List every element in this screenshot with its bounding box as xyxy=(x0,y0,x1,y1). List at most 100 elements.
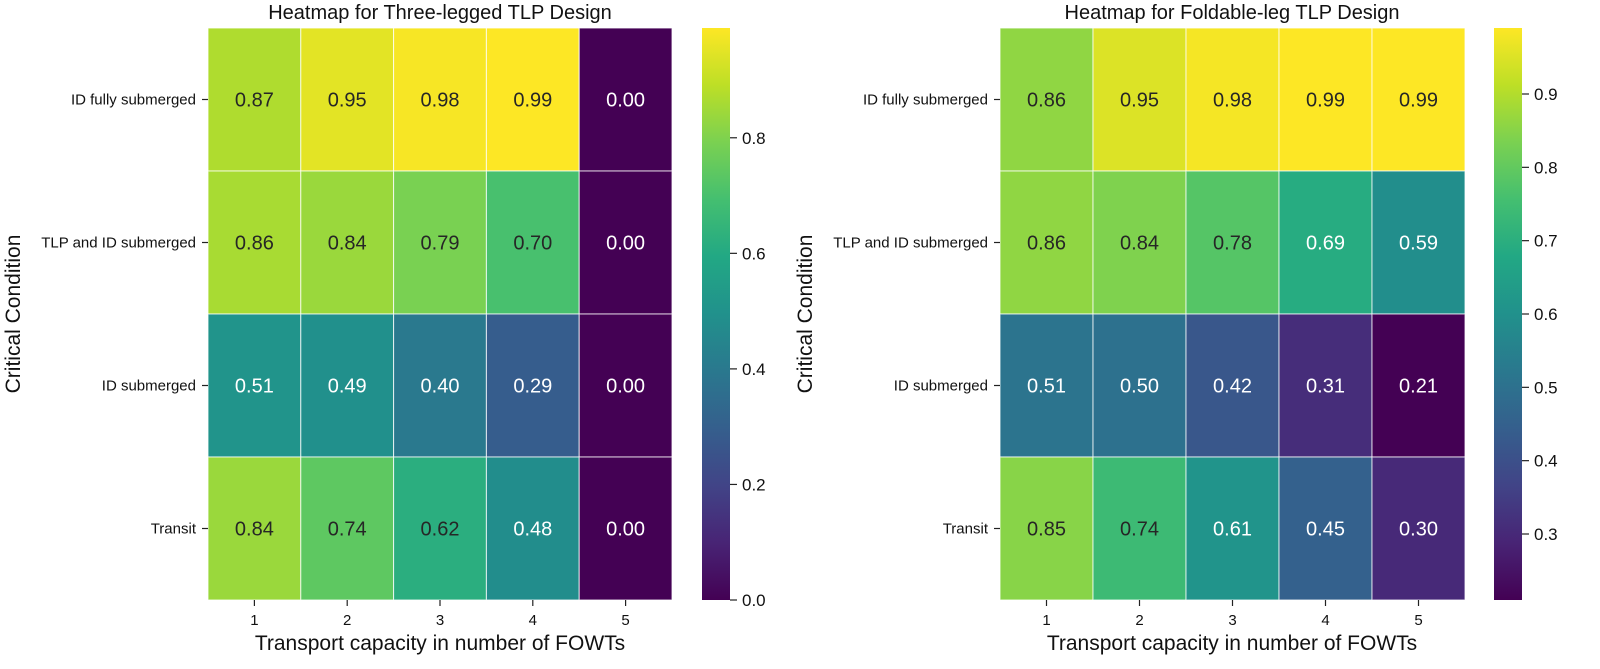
x-tick-label: 2 xyxy=(1135,612,1143,629)
heatmap-cells: 0.87 0.95 0.98 0.99 0.00 0.86 0.84 0.79 0.70 0.00… xyxy=(207,27,673,601)
cell-value-label: 0.51 xyxy=(1027,376,1066,398)
heatmap-cell xyxy=(1092,27,1187,172)
heatmap-cell xyxy=(485,456,580,601)
cell-value-label: 0.49 xyxy=(328,376,367,398)
heatmap-cell xyxy=(393,27,487,172)
heatmap-cell xyxy=(300,27,395,172)
colorbar-tick-label: 0.5 xyxy=(1534,378,1558,397)
colorbar-gradient xyxy=(702,28,730,600)
colorbar-tick-label: 0.4 xyxy=(1534,452,1558,471)
heatmap-cell xyxy=(1278,27,1373,172)
cell-value-label: 0.74 xyxy=(1120,519,1159,541)
colorbar-tick-label: 0.8 xyxy=(742,129,766,148)
cell-value-label: 0.61 xyxy=(1213,519,1252,541)
heatmap-cell xyxy=(999,27,1094,172)
heatmap-cell xyxy=(1185,27,1280,172)
cell-value-label: 0.00 xyxy=(606,519,645,541)
heatmap-cell xyxy=(300,313,395,458)
heatmap-cell xyxy=(1371,27,1466,172)
colorbar-ticks: 0.0 0.2 0.4 0.6 0.8 xyxy=(730,129,766,610)
heatmap-cell xyxy=(393,313,487,458)
colorbar-tick-label: 0.7 xyxy=(1534,232,1558,251)
heatmap-cell xyxy=(207,27,302,172)
x-ticks: 1 2 3 4 5 xyxy=(1042,600,1423,629)
cell-value-label: 0.87 xyxy=(235,90,274,112)
heatmap-cells: 0.86 0.95 0.98 0.99 0.99 0.86 0.84 0.78 0.69 0.59… xyxy=(999,27,1466,601)
y-tick-label: TLP and ID submerged xyxy=(41,235,196,252)
y-tick-label: TLP and ID submerged xyxy=(833,235,988,252)
heatmap-cell xyxy=(300,456,395,601)
y-ticks: ID fully submerged TLP and ID submerged ID… xyxy=(833,92,1000,538)
cell-value-label: 0.95 xyxy=(328,90,367,112)
x-tick-label: 2 xyxy=(343,612,351,629)
cell-value-label: 0.50 xyxy=(1120,376,1159,398)
cell-value-label: 0.86 xyxy=(235,233,274,255)
cell-value-label: 0.95 xyxy=(1120,90,1159,112)
heatmap-cell xyxy=(1278,170,1373,315)
heatmap-cell xyxy=(485,27,580,172)
cell-value-label: 0.84 xyxy=(1120,233,1159,255)
chart-title: Heatmap for Three-legged TLP Design xyxy=(268,2,612,24)
y-tick-label: ID fully submerged xyxy=(863,92,988,109)
x-tick-label: 3 xyxy=(436,612,444,629)
heatmap-cell xyxy=(578,27,673,172)
heatmap-cell xyxy=(1092,170,1187,315)
colorbar-ticks: 0.3 0.4 0.5 0.6 0.7 0.8 0.9 xyxy=(1522,85,1558,544)
colorbar-tick-label: 0.4 xyxy=(742,360,766,379)
heatmap-cell xyxy=(578,456,673,601)
cell-value-label: 0.51 xyxy=(235,376,274,398)
y-tick-label: ID fully submerged xyxy=(71,92,196,109)
cell-value-label: 0.86 xyxy=(1027,233,1066,255)
heatmap-foldable-leg: Heatmap for Foldable-leg TLP Design Crit… xyxy=(794,2,1558,655)
heatmap-cell xyxy=(1185,170,1280,315)
cell-value-label: 0.84 xyxy=(328,233,367,255)
heatmap-cell xyxy=(485,313,580,458)
y-ticks: ID fully submerged TLP and ID submerged ID… xyxy=(41,92,208,538)
colorbar-tick-label: 0.6 xyxy=(1534,305,1558,324)
cell-value-label: 0.79 xyxy=(421,233,460,255)
heatmap-cell xyxy=(393,170,487,315)
heatmap-cell xyxy=(1092,313,1187,458)
x-tick-label: 1 xyxy=(1042,612,1050,629)
y-tick-label: ID submerged xyxy=(894,378,988,395)
heatmap-cell xyxy=(1371,313,1466,458)
colorbar-tick-label: 0.8 xyxy=(1534,158,1558,177)
y-tick-label: Transit xyxy=(943,521,989,538)
cell-value-label: 0.40 xyxy=(421,376,460,398)
x-tick-label: 4 xyxy=(1321,612,1329,629)
colorbar-tick-label: 0.9 xyxy=(1534,85,1558,104)
cell-value-label: 0.42 xyxy=(1213,376,1252,398)
cell-value-label: 0.70 xyxy=(513,233,552,255)
cell-value-label: 0.62 xyxy=(421,519,460,541)
cell-value-label: 0.69 xyxy=(1306,233,1345,255)
cell-value-label: 0.98 xyxy=(421,90,460,112)
heatmap-cell xyxy=(578,313,673,458)
cell-value-label: 0.84 xyxy=(235,519,274,541)
cell-value-label: 0.45 xyxy=(1306,519,1345,541)
colorbar-tick-label: 0.6 xyxy=(742,244,766,263)
cell-value-label: 0.85 xyxy=(1027,519,1066,541)
cell-value-label: 0.00 xyxy=(606,233,645,255)
colorbar-tick-label: 0.3 xyxy=(1534,525,1558,544)
heatmap-cell xyxy=(393,456,487,601)
heatmap-cell xyxy=(1185,313,1280,458)
heatmap-cell xyxy=(999,170,1094,315)
cell-value-label: 0.99 xyxy=(1399,90,1438,112)
colorbar: 0.3 0.4 0.5 0.6 0.7 0.8 0.9 xyxy=(1494,28,1558,600)
cell-value-label: 0.59 xyxy=(1399,233,1438,255)
colorbar-tick-label: 0.2 xyxy=(742,475,766,494)
y-tick-label: ID submerged xyxy=(102,378,196,395)
x-tick-label: 5 xyxy=(1414,612,1422,629)
cell-value-label: 0.86 xyxy=(1027,90,1066,112)
x-tick-label: 3 xyxy=(1228,612,1236,629)
chart-title: Heatmap for Foldable-leg TLP Design xyxy=(1065,2,1400,24)
heatmap-cell xyxy=(207,170,302,315)
cell-value-label: 0.30 xyxy=(1399,519,1438,541)
cell-value-label: 0.00 xyxy=(606,90,645,112)
cell-value-label: 0.48 xyxy=(513,519,552,541)
y-axis-title: Critical Condition xyxy=(794,235,817,394)
heatmap-cell xyxy=(1278,313,1373,458)
y-axis-title: Critical Condition xyxy=(2,235,25,394)
heatmap-cell xyxy=(1371,456,1466,601)
heatmap-three-legged: Heatmap for Three-legged TLP Design Crit… xyxy=(2,2,766,655)
